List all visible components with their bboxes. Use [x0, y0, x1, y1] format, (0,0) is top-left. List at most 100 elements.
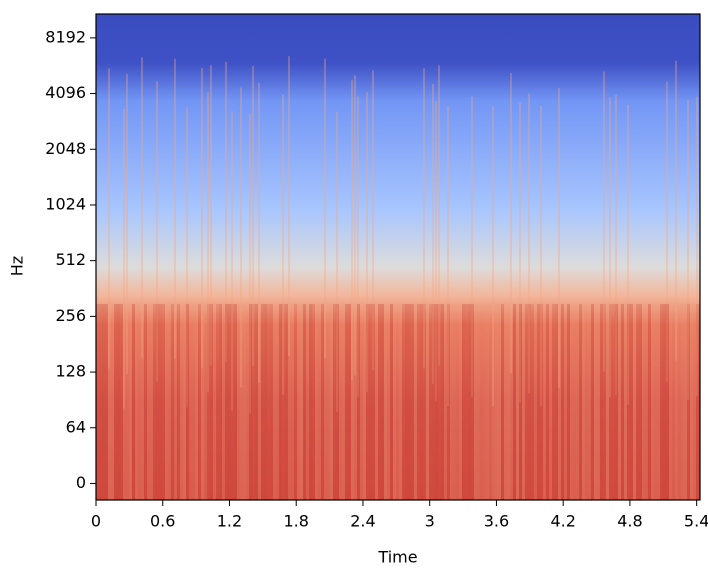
low-band — [558, 304, 561, 500]
low-band — [513, 304, 516, 500]
low-band — [639, 304, 642, 500]
low-band — [627, 304, 630, 500]
streak — [126, 73, 128, 374]
low-band — [132, 304, 135, 500]
low-band — [150, 304, 153, 500]
low-band — [144, 304, 147, 500]
streak — [696, 96, 698, 397]
low-band — [561, 304, 564, 500]
low-band — [162, 304, 165, 500]
low-band — [120, 304, 123, 500]
low-band — [588, 304, 591, 500]
low-band — [192, 304, 195, 500]
low-band — [147, 304, 150, 500]
low-band — [468, 304, 471, 500]
low-band — [441, 304, 444, 500]
low-band — [423, 304, 426, 500]
low-band — [381, 304, 384, 500]
streak — [423, 68, 425, 369]
x-tick-label: 4.8 — [617, 512, 642, 531]
low-band — [345, 304, 348, 500]
low-band — [264, 304, 267, 500]
low-band — [435, 304, 438, 500]
streak — [519, 102, 521, 403]
low-band — [303, 304, 306, 500]
low-band — [465, 304, 468, 500]
y-tick-label: 1024 — [45, 194, 86, 213]
low-band — [336, 304, 339, 500]
low-band — [372, 304, 375, 500]
low-band — [474, 304, 477, 500]
low-band — [153, 304, 156, 500]
low-band — [501, 304, 504, 500]
streak — [471, 96, 473, 397]
low-band — [693, 304, 696, 500]
low-band — [633, 304, 636, 500]
low-band — [288, 304, 291, 500]
low-band — [537, 304, 540, 500]
low-band — [315, 304, 318, 500]
low-band — [270, 304, 273, 500]
low-band — [543, 304, 546, 500]
streak — [366, 92, 368, 393]
streak — [186, 107, 188, 408]
low-band — [546, 304, 549, 500]
low-band — [696, 304, 699, 500]
low-band — [618, 304, 621, 500]
low-band — [687, 304, 690, 500]
low-band — [429, 304, 432, 500]
low-band — [285, 304, 288, 500]
low-band — [408, 304, 411, 500]
low-band — [483, 304, 486, 500]
x-tick-label: 0.6 — [150, 512, 175, 531]
low-band — [237, 304, 240, 500]
low-band — [258, 304, 261, 500]
streak — [288, 56, 290, 357]
low-band — [636, 304, 639, 500]
low-band — [630, 304, 633, 500]
y-tick-label: 0 — [76, 473, 86, 492]
low-band — [168, 304, 171, 500]
low-band — [573, 304, 576, 500]
low-band — [396, 304, 399, 500]
low-band — [534, 304, 537, 500]
low-band — [165, 304, 168, 500]
low-band — [96, 304, 99, 500]
low-band — [606, 304, 609, 500]
low-band — [576, 304, 579, 500]
streak — [435, 101, 437, 402]
streak — [354, 75, 356, 376]
low-band — [414, 304, 417, 500]
low-band — [642, 304, 645, 500]
low-band — [375, 304, 378, 500]
low-band — [108, 304, 111, 500]
low-band — [180, 304, 183, 500]
y-tick-label: 512 — [55, 250, 86, 269]
low-band — [417, 304, 420, 500]
y-tick-label: 8192 — [45, 27, 86, 46]
low-band — [171, 304, 174, 500]
low-band — [597, 304, 600, 500]
low-band — [174, 304, 177, 500]
low-band — [177, 304, 180, 500]
low-band — [276, 304, 279, 500]
low-band — [648, 304, 651, 500]
low-band — [186, 304, 189, 500]
low-band — [99, 304, 102, 500]
low-band — [591, 304, 594, 500]
low-band — [231, 304, 234, 500]
x-tick-label: 3 — [425, 512, 435, 531]
low-band — [360, 304, 363, 500]
y-tick-label: 128 — [55, 362, 86, 381]
low-band — [549, 304, 552, 500]
streak — [528, 93, 530, 394]
low-band — [669, 304, 672, 500]
low-band — [159, 304, 162, 500]
low-band — [393, 304, 396, 500]
low-band — [126, 304, 129, 500]
low-band — [333, 304, 336, 500]
low-band — [528, 304, 531, 500]
low-band — [438, 304, 441, 500]
low-band — [111, 304, 114, 500]
